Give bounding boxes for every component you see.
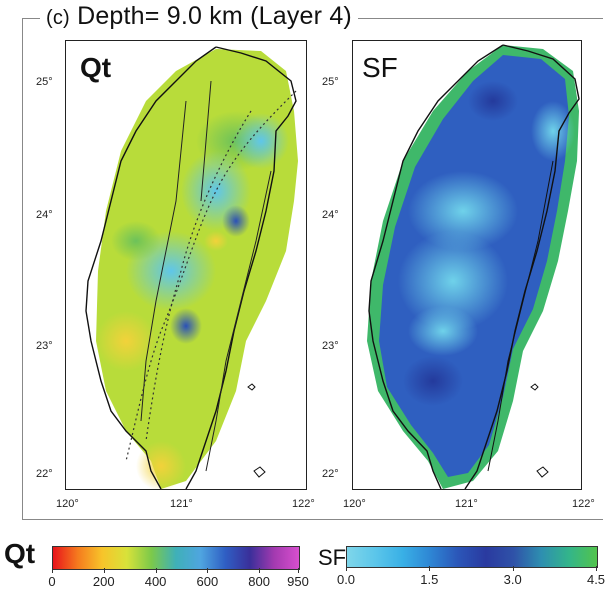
lat-tick-23-left: 23°	[36, 340, 53, 352]
sf-colorbar-tick-mark	[429, 566, 431, 571]
qt-colorbar-tick: 200	[92, 574, 115, 589]
lat-tick-25-left: 25°	[36, 76, 53, 88]
qt-colorbar-tick: 600	[196, 574, 219, 589]
qt-colorbar-tick-mark	[103, 568, 105, 573]
lon-tick-120-right: 120°	[343, 498, 366, 510]
qt-map	[85, 46, 298, 489]
sf-colorbar-tick-mark	[512, 566, 514, 571]
sf-coastline	[368, 44, 580, 489]
qt-colorbar-tick: 950	[287, 574, 309, 589]
sf-colorbar-tick: 1.5	[420, 572, 439, 587]
sf-colorbar-tick: 0.0	[336, 572, 356, 587]
qt-colorbar-tick-mark	[155, 568, 157, 573]
figure-title: (c) Depth= 9.0 km (Layer 4)	[40, 2, 358, 31]
qt-colorbar-tick: 0	[48, 574, 56, 589]
figure-title-text: Depth= 9.0 km (Layer 4)	[77, 2, 352, 30]
qt-colorbar	[52, 546, 300, 570]
lon-tick-120-left: 120°	[56, 498, 79, 510]
sf-colorbar	[346, 546, 598, 568]
lon-tick-121-right: 121°	[455, 498, 478, 510]
lat-tick-25-right: 25°	[322, 76, 339, 88]
figure-tag: (c)	[46, 7, 70, 29]
qt-colorbar-tick-mark	[259, 568, 261, 573]
sf-colorbar-tick: 3.0	[503, 572, 522, 587]
lat-tick-24-left: 24°	[36, 209, 53, 221]
sf-colorbar-tick-mark	[346, 566, 347, 571]
qt-coastline	[85, 46, 297, 489]
lon-tick-121-left: 121°	[170, 498, 193, 510]
qt-colorbar-label: Qt	[4, 538, 36, 569]
sf-colorbar-label: SF	[318, 545, 347, 570]
lat-tick-22-right: 22°	[322, 468, 339, 480]
qt-panel-label: Qt	[80, 52, 112, 83]
qt-colorbar-tick-mark	[207, 568, 209, 573]
sf-map	[367, 44, 580, 489]
lat-tick-23-right: 23°	[322, 340, 339, 352]
sf-colorbar-tick-mark	[596, 566, 597, 571]
sf-panel-label: SF	[362, 52, 398, 83]
sf-map-panel	[352, 40, 582, 490]
qt-map-panel	[65, 40, 307, 490]
sf-colorbar-tick: 4.5	[586, 572, 606, 587]
lat-tick-22-left: 22°	[36, 468, 53, 480]
qt-colorbar-tick: 400	[144, 574, 167, 589]
qt-colorbar-tick-mark	[52, 568, 53, 573]
qt-colorbar-tick: 800	[248, 574, 271, 589]
lon-tick-122-left: 122°	[292, 498, 315, 510]
lat-tick-24-right: 24°	[322, 209, 339, 221]
lon-tick-122-right: 122°	[572, 498, 595, 510]
qt-colorbar-tick-mark	[298, 568, 299, 573]
